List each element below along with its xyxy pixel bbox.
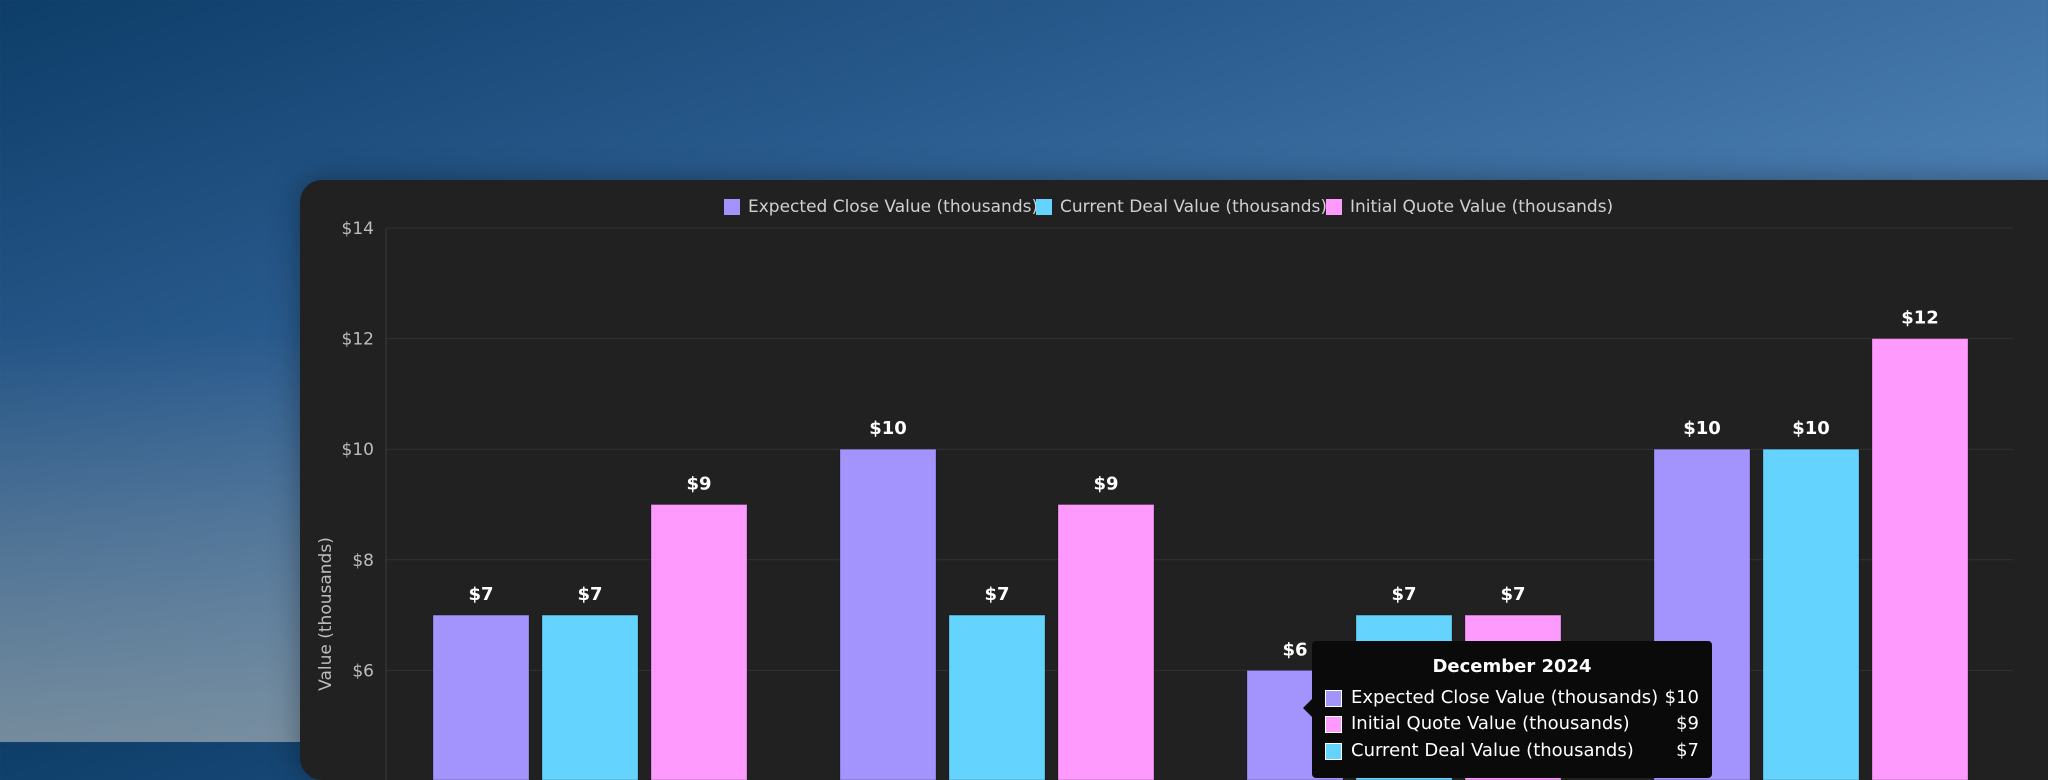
bar-data-label: $10: [1792, 418, 1830, 439]
tooltip-series-name: Current Deal Value (thousands): [1351, 740, 1634, 761]
bar: [542, 615, 638, 780]
bar: [949, 615, 1045, 780]
bar-data-label: $7: [468, 584, 493, 605]
bar: [1763, 449, 1859, 780]
tooltip-arrow: [1303, 699, 1312, 717]
bar: [1872, 339, 1968, 780]
tooltip-swatch: [1325, 743, 1342, 760]
tooltip-series-value: $10: [1665, 687, 1699, 708]
y-tick-label: $8: [352, 551, 374, 571]
bar-data-label: $10: [869, 418, 907, 439]
legend-swatch: [724, 199, 740, 215]
tooltip-row: Expected Close Value (thousands) $10: [1325, 687, 1699, 711]
tooltip-title: December 2024: [1312, 656, 1712, 677]
tooltip-swatch: [1325, 716, 1342, 733]
legend-label: Current Deal Value (thousands): [1060, 197, 1327, 217]
tooltip-row: Initial Quote Value (thousands) $9: [1325, 713, 1699, 737]
legend-swatch: [1326, 199, 1342, 215]
tooltip-series-value: $9: [1676, 713, 1699, 734]
chart-tooltip: December 2024 Expected Close Value (thou…: [1312, 641, 1712, 778]
legend-label: Initial Quote Value (thousands): [1350, 197, 1613, 217]
legend: Expected Close Value (thousands) Current …: [724, 197, 1613, 217]
bar: [840, 449, 936, 780]
bar-data-label: $6: [1282, 639, 1307, 660]
tooltip-series-value: $7: [1676, 740, 1699, 761]
bar: [651, 505, 747, 780]
bar: [1058, 505, 1154, 780]
bar-data-label: $7: [1500, 584, 1525, 605]
bar-data-label: $7: [577, 584, 602, 605]
tooltip-row: Current Deal Value (thousands) $7: [1325, 740, 1699, 764]
bar-data-label: $7: [1391, 584, 1416, 605]
y-tick-label: $14: [342, 219, 374, 239]
bar-data-label: $7: [984, 584, 1009, 605]
bar-data-label: $9: [1093, 474, 1118, 495]
bar-data-label: $12: [1901, 308, 1939, 329]
y-axis: $14 $12 $10 $8 $6: [342, 219, 386, 780]
bar-data-label: $9: [686, 474, 711, 495]
chart-panel: $14 $12 $10 $8 $6 Expected Close Value (thou…: [300, 180, 2048, 780]
legend-label: Expected Close Value (thousands): [748, 197, 1038, 217]
y-tick-label: $6: [352, 661, 374, 681]
legend-swatch: [1036, 199, 1052, 215]
tooltip-swatch: [1325, 690, 1342, 707]
bar: [433, 615, 529, 780]
y-axis-title: Value (thousands): [316, 537, 336, 691]
y-tick-label: $10: [342, 440, 374, 460]
tooltip-series-name: Initial Quote Value (thousands): [1351, 713, 1630, 734]
bar-chart: $14 $12 $10 $8 $6 Expected Close Value (thou…: [300, 180, 2048, 780]
y-tick-label: $12: [342, 330, 374, 350]
bar-data-label: $10: [1683, 418, 1721, 439]
tooltip-series-name: Expected Close Value (thousands): [1351, 687, 1658, 708]
